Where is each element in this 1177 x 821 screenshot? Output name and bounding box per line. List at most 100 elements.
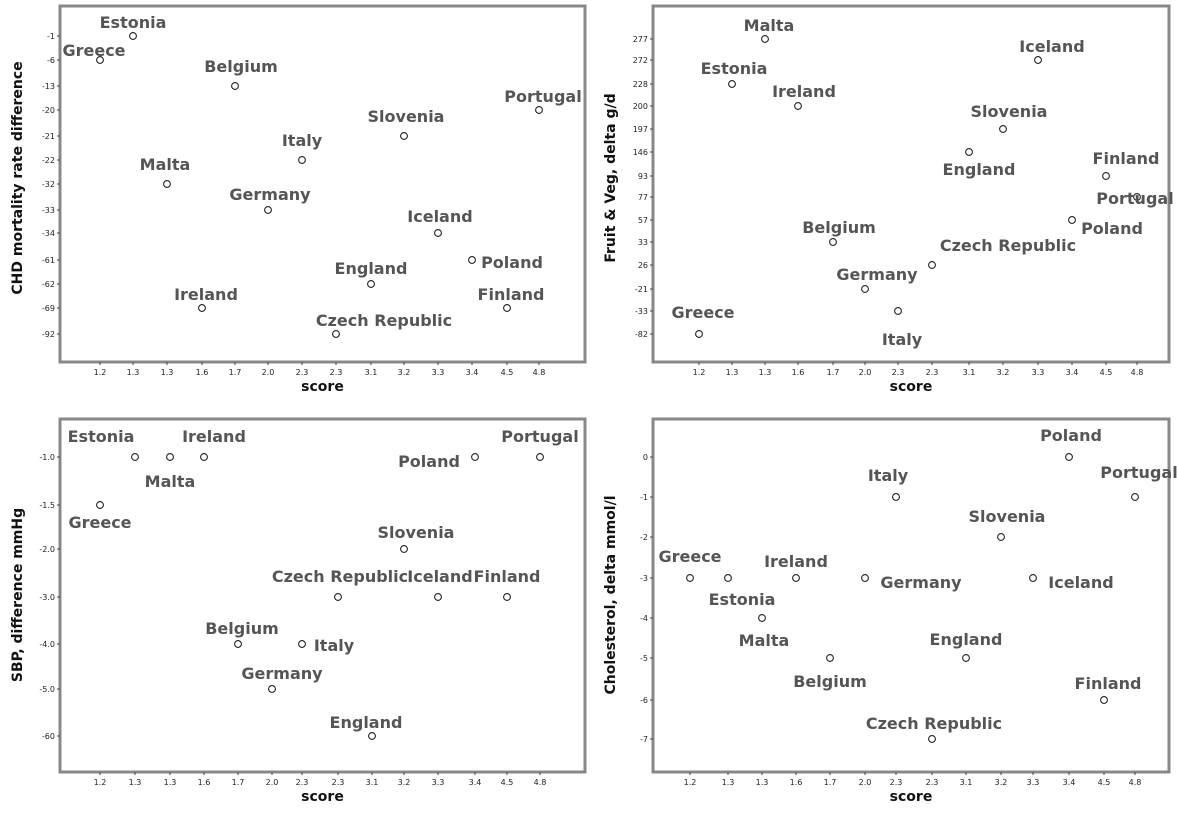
data-point (503, 593, 511, 601)
point-label: Ireland (764, 552, 828, 571)
data-point (826, 654, 834, 662)
data-point (1068, 216, 1076, 224)
point-label: Iceland (407, 207, 472, 226)
data-point (928, 261, 936, 269)
y-tick-label: 0 (643, 453, 648, 462)
data-point (728, 80, 736, 88)
point-label: Italy (282, 131, 323, 150)
point-label: Poland (1081, 219, 1143, 238)
data-point (129, 32, 137, 40)
x-tick-label: 2.0 (859, 778, 872, 787)
x-tick-label: 3.4 (1063, 778, 1076, 787)
x-tick-label: 3.3 (432, 778, 445, 787)
data-point (332, 330, 340, 338)
point-label: Czech Republic (866, 714, 1002, 733)
data-point (794, 102, 802, 110)
y-axis-title: Fruit & Veg, delta g/d (603, 93, 619, 262)
point-label: Malta (145, 472, 196, 491)
x-tick-label: 2.3 (890, 778, 903, 787)
x-tick-label: 1.6 (792, 368, 805, 377)
point-label: Poland (481, 253, 543, 272)
data-point (298, 156, 306, 164)
y-tick-label: -92 (42, 330, 55, 339)
y-tick-label: -32 (42, 180, 55, 189)
x-tick-label: 2.3 (296, 778, 309, 787)
x-tick-label: 1.2 (693, 368, 706, 377)
y-tick-label: 228 (633, 80, 648, 89)
data-point (1133, 193, 1141, 201)
point-label: Poland (1040, 426, 1102, 445)
y-tick-label: -5.0 (39, 685, 55, 694)
x-tick-label: 3.1 (365, 368, 378, 377)
x-tick-label: 4.8 (1131, 368, 1144, 377)
y-tick-label: -5 (640, 654, 648, 663)
point-label: England (930, 630, 1003, 649)
point-label: Iceland (1048, 573, 1113, 592)
data-point (96, 56, 104, 64)
y-tick-label: -13 (42, 82, 55, 91)
data-point (166, 453, 174, 461)
x-tick-label: 1.3 (726, 368, 739, 377)
point-label: Portugal (504, 87, 581, 106)
x-tick-label: 3.2 (995, 778, 1008, 787)
point-label: Malta (739, 631, 790, 650)
data-point (965, 148, 973, 156)
x-tick-label: 1.7 (824, 778, 837, 787)
plot-frame (58, 417, 587, 774)
point-label: England (943, 160, 1016, 179)
data-point (758, 614, 766, 622)
x-tick-label: 1.3 (759, 368, 772, 377)
point-label: Estonia (68, 427, 135, 446)
x-tick-label: 2.0 (266, 778, 279, 787)
point-label: Portugal (501, 427, 578, 446)
data-point (1102, 172, 1110, 180)
point-label: Greece (671, 303, 734, 322)
data-point (1065, 453, 1073, 461)
data-point (471, 453, 479, 461)
x-tick-label: 2.3 (332, 778, 345, 787)
x-tick-label: 3.1 (963, 368, 976, 377)
point-label: Ireland (174, 285, 238, 304)
x-tick-label: 1.6 (196, 368, 209, 377)
point-label: Poland (398, 452, 460, 471)
point-label: Ireland (772, 82, 836, 101)
x-tick-label: 2.0 (262, 368, 275, 377)
y-tick-label: -4 (640, 614, 648, 623)
x-axis-title: score (301, 379, 344, 395)
x-tick-label: 1.6 (198, 778, 211, 787)
point-label: Slovenia (368, 107, 445, 126)
data-point (928, 735, 936, 743)
x-tick-label: 1.3 (756, 778, 769, 787)
y-tick-label: -3 (640, 574, 648, 583)
point-label: England (335, 259, 408, 278)
point-label: Greece (62, 41, 125, 60)
point-label: Belgium (204, 57, 278, 76)
data-point (724, 574, 732, 582)
point-label: Italy (868, 466, 909, 485)
data-point (434, 229, 442, 237)
y-axis-title: SBP, difference mmHg (10, 508, 26, 682)
x-tick-label: 4.5 (1098, 778, 1111, 787)
data-point (535, 106, 543, 114)
point-label: Finland (474, 567, 541, 586)
x-tick-label: 4.8 (534, 778, 547, 787)
x-tick-label: 1.3 (127, 368, 140, 377)
point-label: Belgium (802, 218, 876, 237)
y-tick-label: -6 (47, 56, 55, 65)
data-point (829, 238, 837, 246)
x-tick-label: 3.2 (398, 778, 411, 787)
point-label: Belgium (793, 672, 867, 691)
data-point (861, 285, 869, 293)
data-point (368, 732, 376, 740)
y-tick-label: 93 (638, 172, 648, 181)
x-axis-title: score (890, 379, 933, 395)
point-label: Slovenia (378, 523, 455, 542)
point-label: Greece (68, 513, 131, 532)
x-tick-label: 2.3 (926, 778, 939, 787)
point-label: Portugal (1096, 189, 1173, 208)
data-point (999, 125, 1007, 133)
y-tick-label: -21 (635, 285, 648, 294)
plot-frame (58, 4, 587, 364)
data-point (1034, 56, 1042, 64)
x-tick-label: 1.6 (790, 778, 803, 787)
